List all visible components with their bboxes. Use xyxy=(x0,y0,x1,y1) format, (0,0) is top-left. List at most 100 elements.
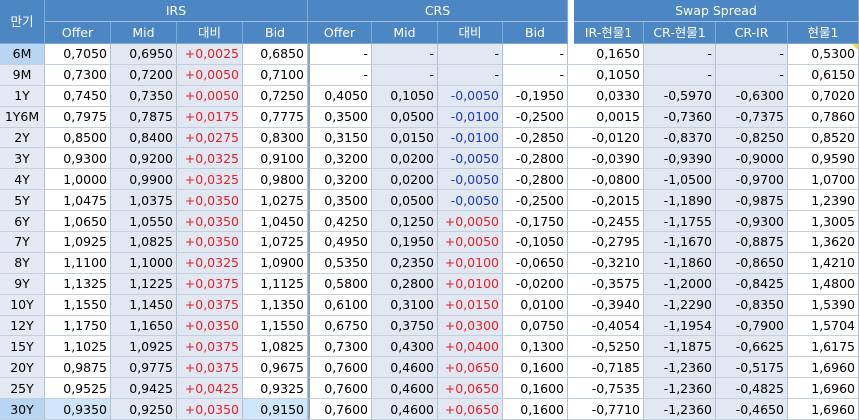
irs-cell[interactable]: 0,9100 xyxy=(243,148,308,170)
crs-cell[interactable]: +0,0650 xyxy=(438,357,503,379)
irs-cell[interactable]: 0,6950 xyxy=(111,44,177,65)
swap-spread-cell[interactable]: -0,9700 xyxy=(716,169,788,191)
irs-col-header[interactable]: 대비 xyxy=(177,22,243,44)
tenor-cell[interactable]: 7Y xyxy=(0,232,45,253)
crs-cell[interactable]: 0,0200 xyxy=(372,148,438,170)
swap-spread-cell[interactable]: 0,9590 xyxy=(788,148,859,170)
irs-cell[interactable]: +0,0375 xyxy=(177,357,243,379)
swap-spread-cell[interactable]: 0,1650 xyxy=(574,44,644,65)
swap-spread-cell[interactable]: -1,1755 xyxy=(644,211,716,233)
irs-cell[interactable]: 0,9200 xyxy=(111,148,177,170)
crs-col-header[interactable]: Offer xyxy=(308,22,372,44)
tenor-cell[interactable]: 30Y xyxy=(0,399,45,420)
irs-cell[interactable]: 0,7875 xyxy=(111,106,177,128)
irs-cell[interactable]: 1,0650 xyxy=(45,211,111,233)
swap-spread-cell[interactable]: 0,5300 xyxy=(788,44,859,65)
swap-spread-cell[interactable]: -0,5175 xyxy=(716,357,788,379)
crs-cell[interactable]: 0,1950 xyxy=(372,232,438,253)
crs-cell[interactable]: +0,0650 xyxy=(438,399,503,420)
swap-spread-cell[interactable]: -0,9875 xyxy=(716,190,788,212)
swap-spread-cell[interactable]: -0,4054 xyxy=(574,315,644,337)
table-row[interactable]: 6Y 1,0650 1,0550 +0,0350 1,0450 0,4250 0,1250 +… xyxy=(0,211,859,233)
crs-cell[interactable]: -0,0100 xyxy=(438,106,503,128)
swap-spread-cell[interactable]: -0,2455 xyxy=(574,211,644,233)
swap-col-header[interactable]: 현물1 xyxy=(788,22,859,44)
irs-col-header[interactable]: Offer xyxy=(45,22,111,44)
table-row[interactable]: 7Y 1,0925 1,0825 +0,0350 1,0725 0,4950 0,1950 +… xyxy=(0,232,859,253)
crs-col-header[interactable]: 대비 xyxy=(438,22,503,44)
crs-cell[interactable]: - xyxy=(308,64,372,86)
crs-cell[interactable]: - xyxy=(308,44,372,65)
crs-cell[interactable]: 0,0500 xyxy=(372,106,438,128)
irs-cell[interactable]: 1,0550 xyxy=(111,211,177,233)
tenor-cell[interactable]: 15Y xyxy=(0,336,45,358)
table-row[interactable]: 20Y 0,9875 0,9775 +0,0375 0,9675 0,7600 0,4600… xyxy=(0,357,859,379)
irs-cell[interactable]: +0,0325 xyxy=(177,169,243,191)
crs-cell[interactable]: -0,1950 xyxy=(503,85,568,107)
crs-cell[interactable]: +0,0300 xyxy=(438,315,503,337)
table-row[interactable]: 9M 0,7300 0,7200 +0,0050 0,7100- - - -0,1050- -0… xyxy=(0,64,859,86)
swap-spread-cell[interactable]: 1,3005 xyxy=(788,211,859,233)
tenor-cell[interactable]: 1Y xyxy=(0,85,45,107)
irs-cell[interactable]: 1,0925 xyxy=(111,336,177,358)
tenor-cell[interactable]: 10Y xyxy=(0,294,45,316)
table-row[interactable]: 1Y 0,7450 0,7350 +0,0050 0,7250 0,4050 0,1050-… xyxy=(0,85,859,107)
swap-spread-cell[interactable]: -0,7900 xyxy=(716,315,788,337)
swap-spread-cell[interactable]: 0,0015 xyxy=(574,106,644,128)
crs-cell[interactable]: -0,0050 xyxy=(438,169,503,191)
swap-spread-cell[interactable]: 1,0700 xyxy=(788,169,859,191)
swap-spread-cell[interactable]: -0,0800 xyxy=(574,169,644,191)
swap-spread-cell[interactable]: -0,7535 xyxy=(574,378,644,400)
swap-spread-cell[interactable]: -0,8875 xyxy=(716,232,788,253)
irs-cell[interactable]: 0,9425 xyxy=(111,378,177,400)
crs-cell[interactable]: 0,4600 xyxy=(372,357,438,379)
irs-cell[interactable]: 0,7250 xyxy=(243,85,308,107)
crs-cell[interactable]: +0,0100 xyxy=(438,273,503,295)
crs-cell[interactable]: 0,2800 xyxy=(372,273,438,295)
irs-cell[interactable]: +0,0275 xyxy=(177,127,243,149)
irs-cell[interactable]: 1,1350 xyxy=(243,294,308,316)
irs-cell[interactable]: 1,0450 xyxy=(243,211,308,233)
crs-cell[interactable]: +0,0150 xyxy=(438,294,503,316)
crs-cell[interactable]: - xyxy=(438,44,503,65)
irs-cell[interactable]: 0,7200 xyxy=(111,64,177,86)
swap-spread-cell[interactable]: 1,6960 xyxy=(788,357,859,379)
irs-col-header[interactable]: Bid xyxy=(243,22,308,44)
table-row[interactable]: 2Y 0,8500 0,8400 +0,0275 0,8300 0,3150 0,0150-… xyxy=(0,127,859,149)
tenor-cell[interactable]: 3Y xyxy=(0,148,45,170)
irs-cell[interactable]: 0,9250 xyxy=(111,399,177,420)
tenor-cell[interactable]: 1Y6M xyxy=(0,106,45,128)
crs-cell[interactable]: 0,5350 xyxy=(308,252,372,274)
swap-spread-cell[interactable]: -0,9300 xyxy=(716,211,788,233)
crs-cell[interactable]: +0,0100 xyxy=(438,252,503,274)
crs-cell[interactable]: 0,0100 xyxy=(503,294,568,316)
irs-cell[interactable]: +0,0375 xyxy=(177,294,243,316)
swap-spread-cell[interactable]: -1,1860 xyxy=(644,252,716,274)
tenor-cell[interactable]: 5Y xyxy=(0,190,45,212)
swap-spread-cell[interactable]: -0,6300 xyxy=(716,85,788,107)
crs-cell[interactable]: -0,0100 xyxy=(438,127,503,149)
crs-cell[interactable]: - xyxy=(503,44,568,65)
irs-cell[interactable]: 1,0925 xyxy=(45,232,111,253)
irs-cell[interactable]: +0,0425 xyxy=(177,378,243,400)
irs-cell[interactable]: 1,1125 xyxy=(243,273,308,295)
table-row[interactable]: 5Y 1,0475 1,0375 +0,0350 1,0275 0,3500 0,0500-… xyxy=(0,190,859,212)
swap-spread-cell[interactable]: -0,3210 xyxy=(574,252,644,274)
irs-cell[interactable]: +0,0350 xyxy=(177,211,243,233)
swap-spread-cell[interactable]: - xyxy=(716,44,788,65)
irs-cell[interactable]: +0,0325 xyxy=(177,252,243,274)
swap-spread-cell[interactable]: -0,9000 xyxy=(716,148,788,170)
crs-cell[interactable]: 0,5800 xyxy=(308,273,372,295)
crs-cell[interactable]: -0,1050 xyxy=(503,232,568,253)
irs-cell[interactable]: 1,0825 xyxy=(243,336,308,358)
irs-cell[interactable]: 0,7100 xyxy=(243,64,308,86)
swap-spread-cell[interactable]: -0,9390 xyxy=(644,148,716,170)
irs-cell[interactable]: 1,1225 xyxy=(111,273,177,295)
swap-spread-cell[interactable]: -0,8650 xyxy=(716,252,788,274)
crs-cell[interactable]: 0,4050 xyxy=(308,85,372,107)
tenor-cell[interactable]: 6Y xyxy=(0,211,45,233)
crs-cell[interactable]: 0,4300 xyxy=(372,336,438,358)
swap-spread-cell[interactable]: 1,6960 xyxy=(788,399,859,420)
table-row[interactable]: 15Y 1,1025 1,0925 +0,0375 1,0825 0,7300 0,4300… xyxy=(0,336,859,358)
irs-cell[interactable]: 1,1450 xyxy=(111,294,177,316)
